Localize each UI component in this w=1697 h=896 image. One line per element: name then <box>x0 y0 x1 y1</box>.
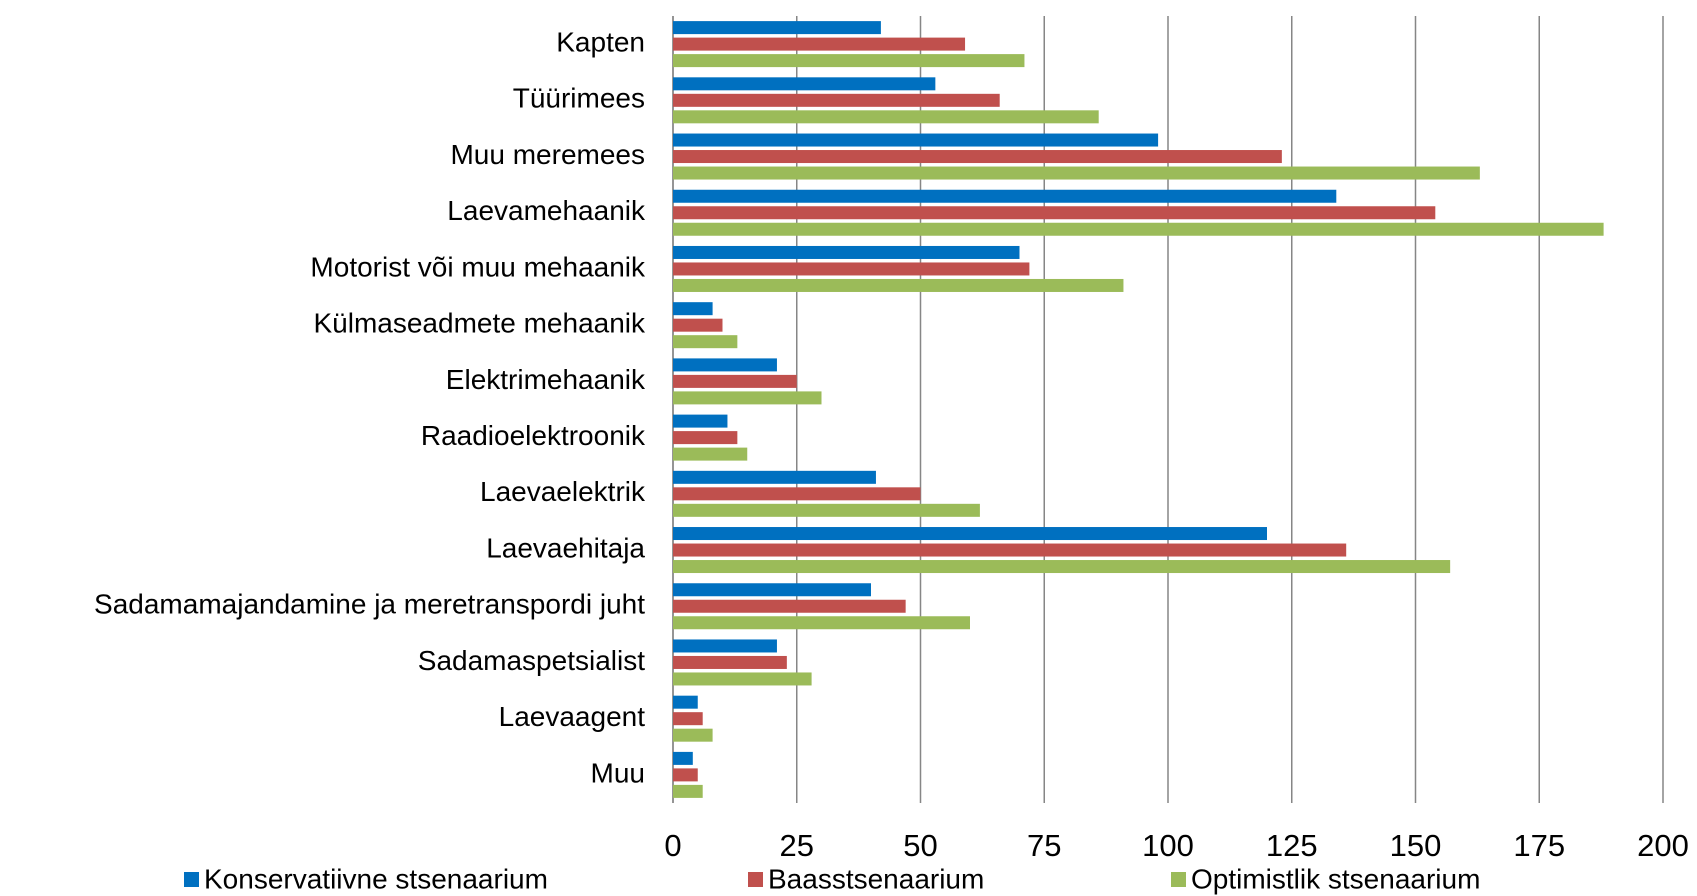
category-label: Laevamehaanik <box>447 195 646 226</box>
bar <box>673 712 703 726</box>
bar <box>673 768 698 782</box>
bar <box>673 374 797 388</box>
bar <box>673 695 698 709</box>
legend-swatch <box>184 872 199 887</box>
legend-label: Optimistlik stsenaarium <box>1191 863 1480 894</box>
x-tick-label: 150 <box>1390 828 1442 863</box>
x-tick-label: 0 <box>664 828 681 863</box>
bar <box>673 335 738 349</box>
bar <box>673 655 787 669</box>
category-label: Elektrimehaanik <box>446 364 646 395</box>
bar <box>673 110 1099 124</box>
category-label: Kapten <box>556 26 645 57</box>
bar <box>673 583 871 597</box>
bar <box>673 166 1480 180</box>
bar <box>673 543 1347 557</box>
category-label: Laevaelektrik <box>480 476 646 507</box>
bar <box>673 447 748 461</box>
legend-swatch <box>1171 872 1186 887</box>
x-tick-label: 100 <box>1142 828 1194 863</box>
bar <box>673 616 970 630</box>
bar <box>673 222 1604 236</box>
category-label: Motorist või muu mehaanik <box>310 251 646 282</box>
bar <box>673 672 812 686</box>
bar <box>673 133 1159 147</box>
category-label: Sadamamajandamine ja meretranspordi juht <box>94 589 645 620</box>
bar <box>673 470 876 484</box>
bar <box>673 278 1124 292</box>
bar <box>673 245 1020 259</box>
bar <box>673 728 713 742</box>
x-tick-label: 200 <box>1637 828 1689 863</box>
bar <box>673 599 906 613</box>
bar <box>673 358 777 372</box>
x-tick-label: 75 <box>1027 828 1061 863</box>
x-tick-label: 125 <box>1266 828 1318 863</box>
legend-label: Konservatiivne stsenaarium <box>204 863 548 894</box>
bar <box>673 639 777 653</box>
bar <box>673 262 1030 276</box>
legend-label: Baasstsenaarium <box>768 863 984 894</box>
bar <box>673 527 1267 541</box>
category-label: Tüürimees <box>513 83 645 114</box>
x-tick-label: 175 <box>1513 828 1565 863</box>
category-label: Laevaagent <box>499 701 646 732</box>
category-label: Külmaseadmete mehaanik <box>313 308 646 339</box>
legend-swatch <box>748 872 763 887</box>
bar <box>673 503 980 517</box>
category-label: Muu <box>591 757 645 788</box>
bar <box>673 37 966 51</box>
bar <box>673 414 728 428</box>
bar <box>673 318 723 332</box>
bar <box>673 431 738 445</box>
bar <box>673 77 936 91</box>
bar <box>673 487 921 501</box>
x-tick-label: 50 <box>903 828 937 863</box>
bar <box>673 302 713 316</box>
bar <box>673 784 703 798</box>
category-label: Sadamaspetsialist <box>418 645 645 676</box>
bar <box>673 54 1025 68</box>
bar <box>673 21 881 35</box>
category-label: Muu meremees <box>450 139 645 170</box>
bar <box>673 206 1436 220</box>
bar <box>673 150 1282 164</box>
bar <box>673 560 1451 574</box>
bar <box>673 93 1000 107</box>
category-label: Laevaehitaja <box>486 532 645 563</box>
bar <box>673 751 693 765</box>
bar <box>673 189 1337 203</box>
x-tick-label: 25 <box>780 828 814 863</box>
category-label: Raadioelektroonik <box>421 420 646 451</box>
bar <box>673 391 822 405</box>
